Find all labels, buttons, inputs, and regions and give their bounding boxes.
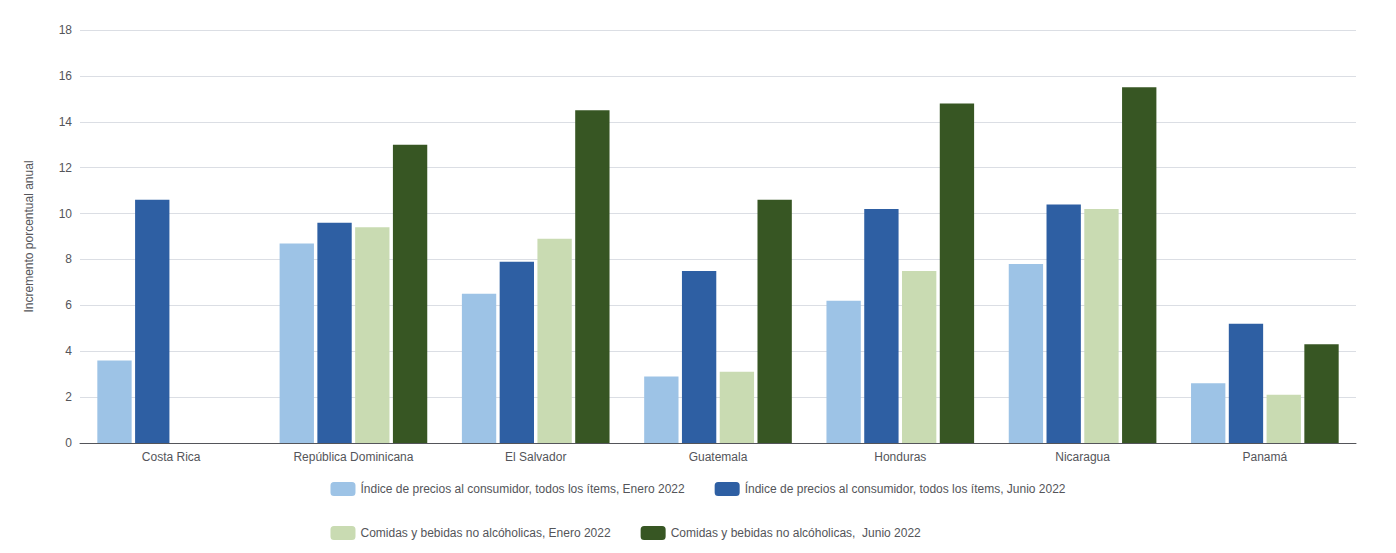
svg-text:18: 18	[59, 23, 73, 37]
svg-text:El Salvador: El Salvador	[505, 450, 566, 464]
svg-text:10: 10	[59, 207, 73, 221]
svg-text:Comidas y bebidas no alcóholic: Comidas y bebidas no alcóholicas, Junio …	[671, 526, 921, 540]
svg-text:Nicaragua: Nicaragua	[1055, 450, 1110, 464]
svg-text:14: 14	[59, 115, 73, 129]
svg-text:Índice de precios al consumido: Índice de precios al consumidor, todos l…	[360, 481, 685, 496]
svg-text:Incremento porcentual anual: Incremento porcentual anual	[22, 160, 36, 312]
svg-text:Índice de precios al consumido: Índice de precios al consumidor, todos l…	[745, 481, 1066, 496]
svg-text:Honduras: Honduras	[874, 450, 926, 464]
svg-text:Costa Rica: Costa Rica	[142, 450, 201, 464]
svg-text:16: 16	[59, 69, 73, 83]
svg-text:4: 4	[65, 344, 72, 358]
svg-text:Guatemala: Guatemala	[689, 450, 748, 464]
svg-text:8: 8	[65, 252, 72, 266]
svg-text:6: 6	[65, 298, 72, 312]
svg-text:Comidas y bebidas no alcóholic: Comidas y bebidas no alcóholicas, Enero …	[360, 526, 610, 540]
svg-text:2: 2	[65, 390, 72, 404]
svg-text:República Dominicana: República Dominicana	[293, 450, 413, 464]
svg-text:Panamá: Panamá	[1243, 450, 1288, 464]
svg-text:12: 12	[59, 161, 73, 175]
svg-text:0: 0	[65, 436, 72, 450]
